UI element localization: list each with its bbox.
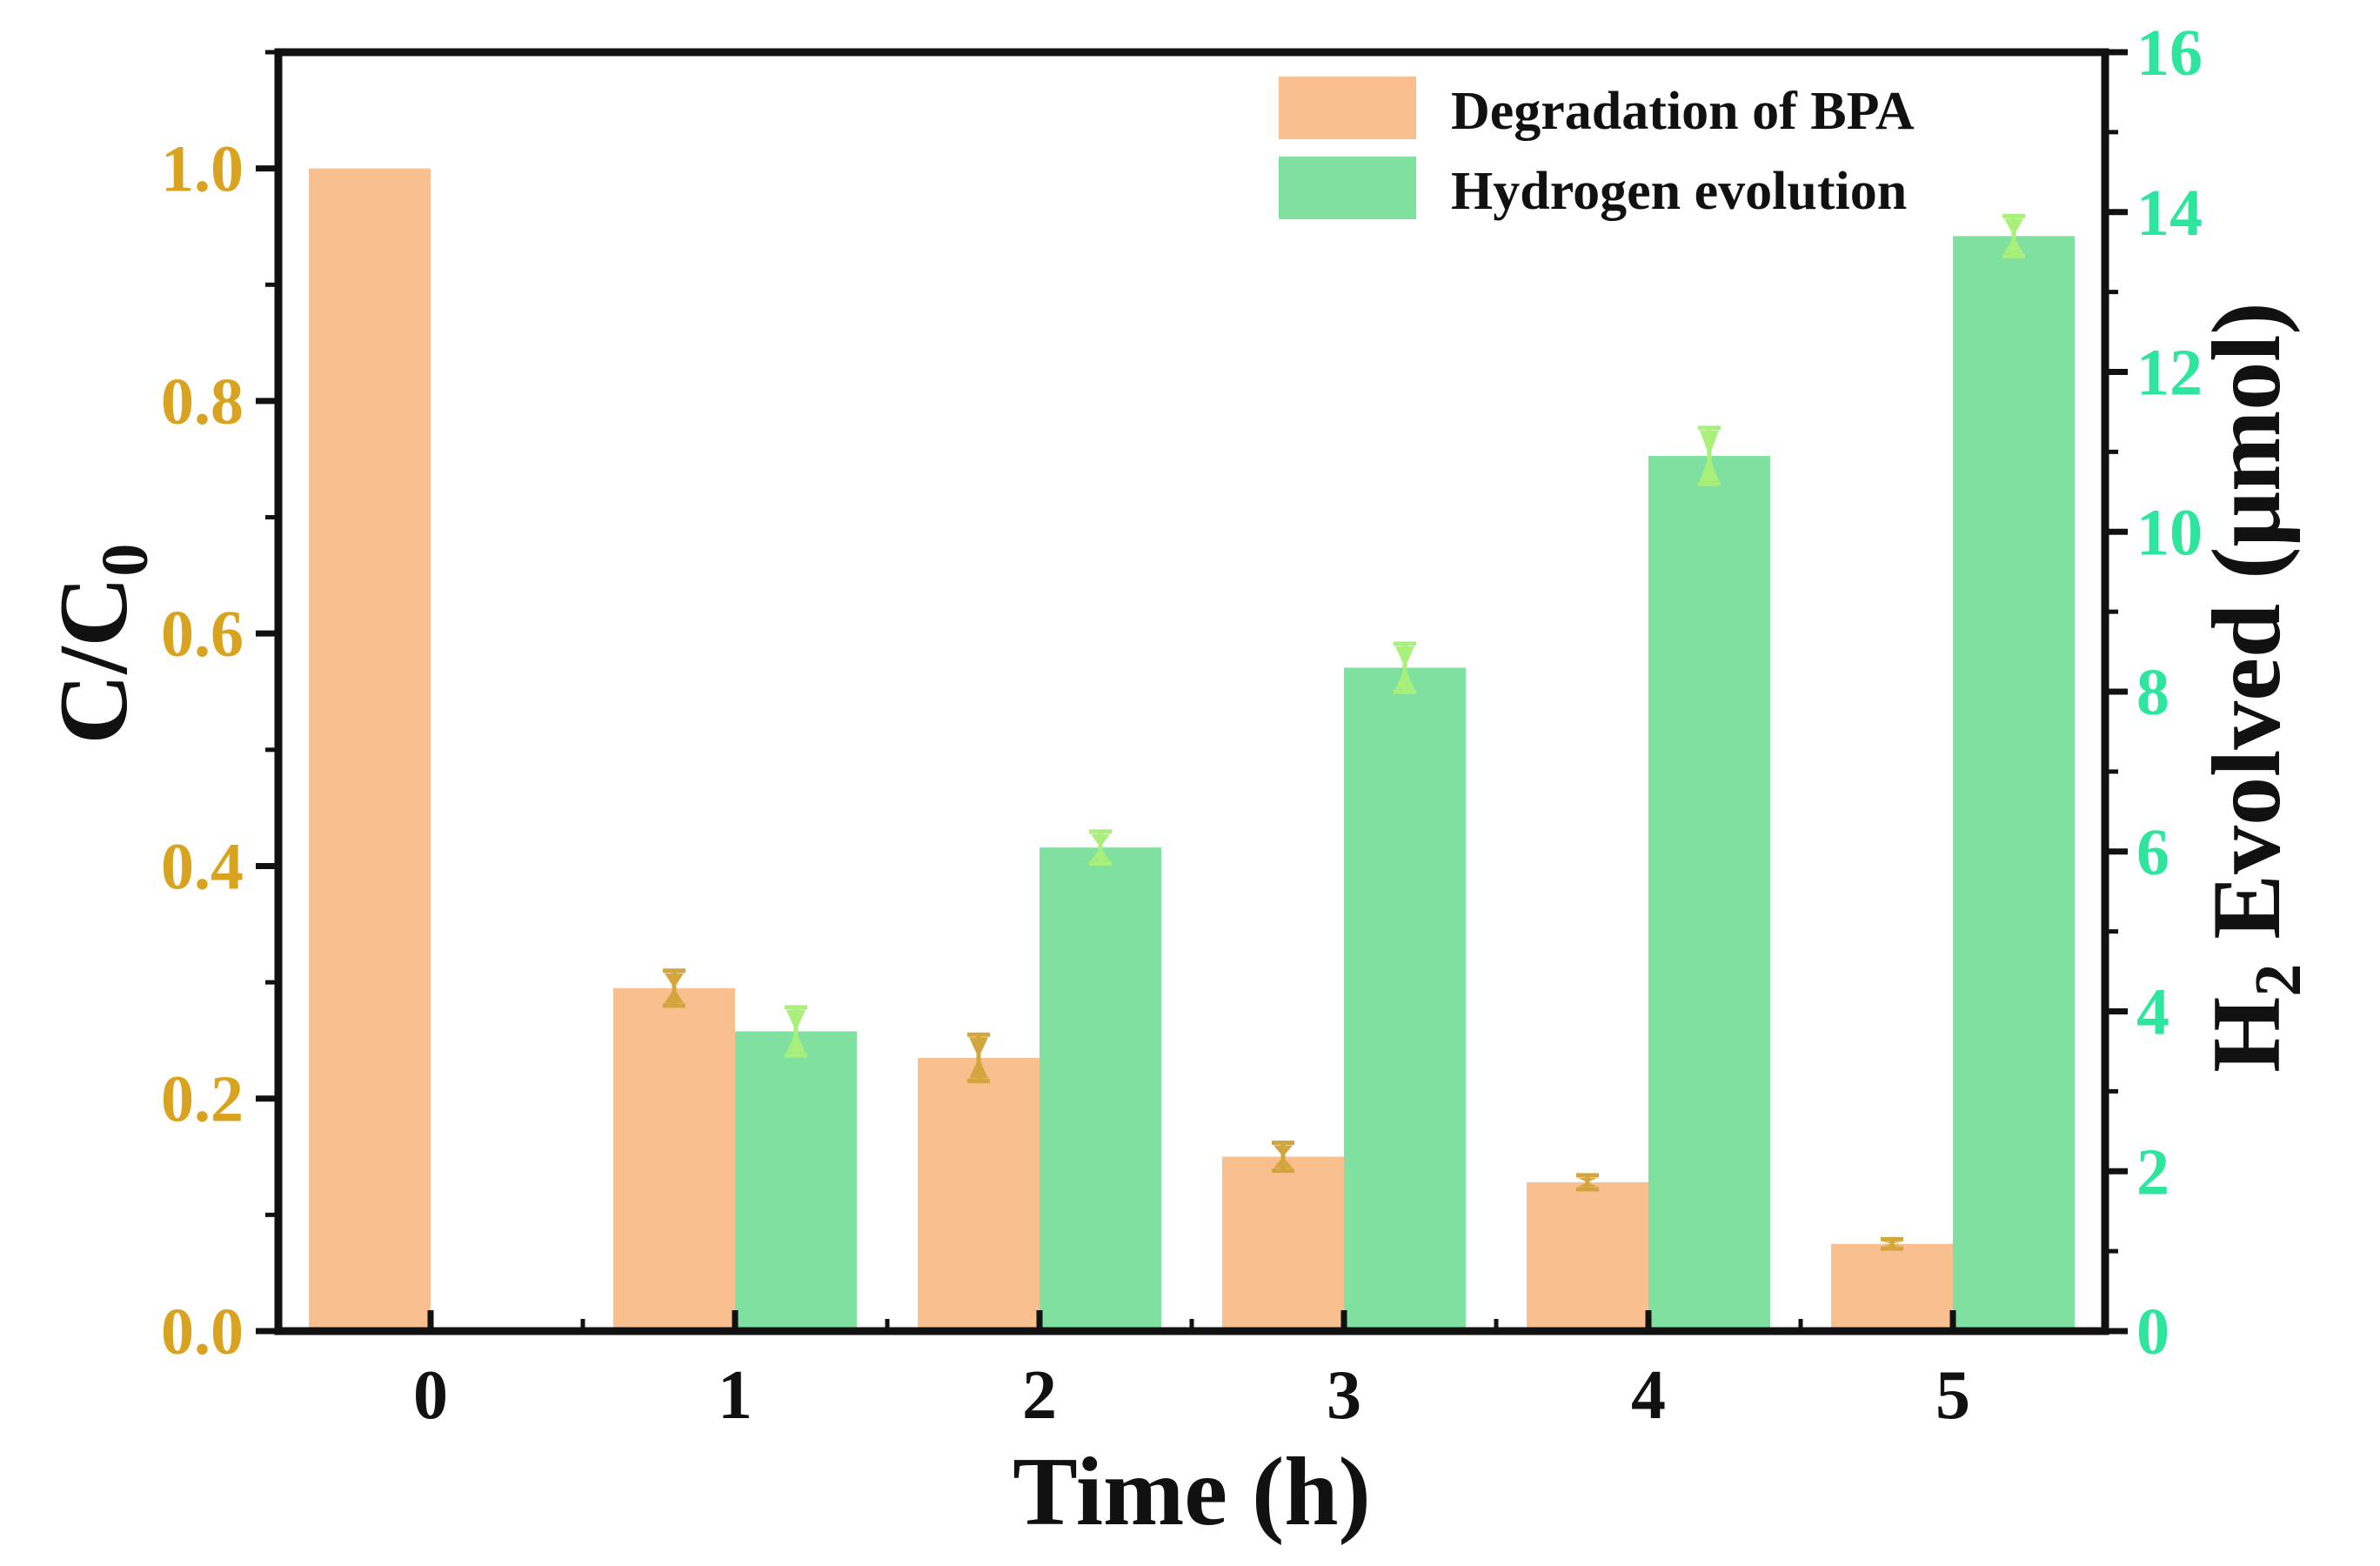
y-axis-title-main: C/C (40, 577, 148, 745)
bar-bpa-3 (1222, 1156, 1344, 1331)
y2-axis-title-rest: Evolved (μmol) (2193, 302, 2301, 963)
error-bars-layer (663, 213, 2025, 1251)
x-tick-label-5: 5 (1935, 1357, 1970, 1434)
y-tick-label-0.2: 0.2 (161, 1063, 244, 1136)
bar-hydrogen-3 (1344, 667, 1466, 1331)
error-bar-hydrogen-3 (1394, 641, 1416, 694)
y2-tick-label-10: 10 (2136, 496, 2203, 569)
y2-axis-title: H2 Evolved (μmol) (2193, 302, 2315, 1072)
y2-tick-label-2: 2 (2136, 1135, 2169, 1208)
y-tick-label-1.0: 1.0 (161, 133, 244, 206)
y2-tick-label-0: 0 (2136, 1295, 2169, 1369)
y2-axis-title-sub: 2 (2242, 964, 2315, 997)
y2-tick-label-4: 4 (2136, 976, 2169, 1049)
y2-tick-label-6: 6 (2136, 816, 2169, 889)
x-tick-label-4: 4 (1631, 1357, 1666, 1434)
error-bar-bpa-2 (967, 1032, 990, 1084)
y2-axis-title-prefix: H (2193, 997, 2301, 1073)
y-tick-label-0.8: 0.8 (161, 365, 244, 438)
bar-hydrogen-2 (1040, 847, 1161, 1331)
y2-tick-label-8: 8 (2136, 656, 2169, 729)
y-axis-title-sub: 0 (89, 544, 162, 577)
error-bar-hydrogen-2 (1089, 829, 1112, 867)
ticks-layer (256, 49, 2128, 1335)
legend-label-bpa: Degradation of BPA (1451, 82, 1915, 141)
bar-bpa-1 (613, 987, 735, 1331)
legend-swatch-bpa (1279, 77, 1416, 139)
x-tick-label-2: 2 (1022, 1357, 1057, 1434)
y-tick-label-0.6: 0.6 (161, 598, 244, 671)
bar-hydrogen-5 (1953, 236, 2075, 1331)
y-tick-label-0.4: 0.4 (161, 830, 244, 903)
plot-frame (274, 48, 2109, 1335)
x-axis-title: Time (h) (1013, 1438, 1371, 1546)
y2-tick-label-14: 14 (2136, 177, 2203, 250)
bar-hydrogen-1 (735, 1031, 857, 1331)
error-bar-bpa-3 (1272, 1141, 1294, 1174)
legend: Degradation of BPA Hydrogen evolution (1279, 77, 1915, 221)
y2-tick-label-16: 16 (2136, 17, 2203, 90)
x-tick-label-1: 1 (718, 1357, 752, 1434)
error-bar-hydrogen-5 (2002, 213, 2025, 258)
error-bar-hydrogen-1 (785, 1005, 807, 1058)
bar-bpa-4 (1527, 1181, 1648, 1331)
y-axis-title: C/C0 (40, 544, 162, 745)
x-tick-label-0: 0 (413, 1357, 448, 1434)
bar-bpa-2 (918, 1057, 1040, 1331)
error-bar-bpa-5 (1881, 1236, 1903, 1251)
bar-hydrogen-4 (1648, 455, 1770, 1331)
y-tick-label-0.0: 0.0 (161, 1295, 244, 1369)
error-bar-bpa-1 (663, 968, 685, 1008)
legend-label-hydrogen: Hydrogen evolution (1451, 162, 1907, 221)
y2-tick-label-12: 12 (2136, 337, 2203, 410)
x-tick-label-3: 3 (1327, 1357, 1361, 1434)
error-bar-hydrogen-4 (1698, 425, 1721, 486)
error-bar-bpa-4 (1576, 1173, 1599, 1192)
bars-layer (309, 168, 2075, 1332)
bar-bpa-5 (1831, 1243, 1953, 1331)
bar-bpa-0 (309, 168, 431, 1332)
legend-swatch-hydrogen (1279, 157, 1416, 219)
